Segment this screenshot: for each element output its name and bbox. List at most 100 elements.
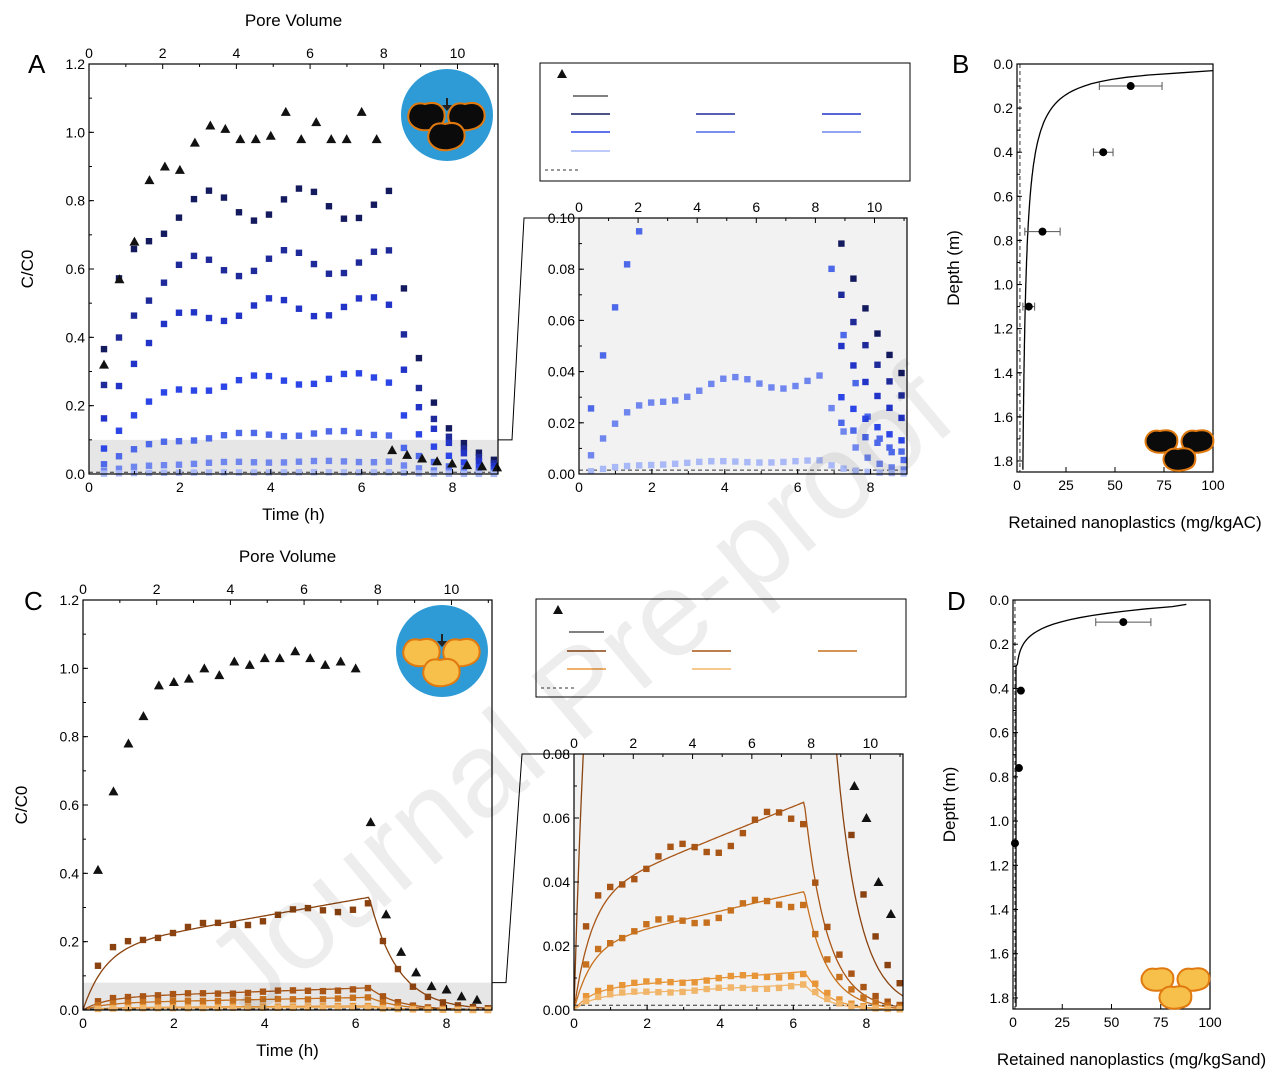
inset-point-C: [836, 996, 843, 1003]
data-point-A-1: [235, 209, 243, 216]
inset-point-A: [840, 331, 847, 339]
data-point-A-7: [325, 469, 333, 476]
inset-point-A: [816, 372, 823, 379]
inset-point-A: [720, 375, 727, 382]
Ai-xtick-label: 6: [794, 479, 802, 495]
data-point-A-4: [460, 459, 468, 466]
data-point-A-2: [100, 381, 108, 389]
inset-point-C: [739, 900, 747, 907]
inset-point-C: [872, 1005, 879, 1012]
inset-point-A: [852, 467, 859, 474]
inlet-point-C: [199, 663, 210, 673]
inset-inlet-point-C: [861, 813, 872, 822]
inlet-point-C: [441, 984, 452, 994]
data-point-A-4: [310, 380, 318, 388]
data-point-A-2: [460, 445, 468, 452]
A-ytick-label: 0.2: [66, 398, 86, 414]
data-point-A-4: [385, 379, 393, 386]
inset-point-C: [715, 974, 722, 982]
C-x2tick-label: 2: [153, 581, 161, 597]
inlet-point-A: [432, 456, 443, 466]
data-point-A-5: [415, 452, 423, 460]
inlet-point-C: [274, 653, 285, 663]
inset-point-A: [850, 405, 857, 413]
A-ytick-label: 1.0: [66, 124, 86, 140]
inset-point-A: [888, 448, 895, 456]
C-ylabel: C/C0: [12, 786, 31, 825]
data-point-C-5: [274, 1004, 282, 1012]
A-ytick-label: 1.2: [66, 56, 86, 72]
data-point-A-5: [220, 432, 228, 439]
data-point-C-2: [244, 989, 252, 997]
Ci-xtick-label: 2: [643, 1015, 651, 1031]
inset-point-A: [862, 341, 869, 349]
B-xtick-label: 25: [1058, 477, 1074, 493]
data-point-A-3: [160, 320, 168, 328]
data-point-A-3: [340, 303, 348, 311]
data-point-C-3: [139, 998, 147, 1006]
inset-point-C: [619, 989, 626, 996]
data-point-A-7: [310, 469, 318, 476]
inset-point-C: [691, 919, 698, 927]
inset-point-C: [631, 928, 638, 935]
Ai-x2tick-label: 0: [575, 199, 583, 215]
data-point-C-2: [304, 987, 312, 994]
data-point-C-3: [364, 994, 372, 1001]
data-point-A-4: [430, 443, 438, 450]
inset-point-C: [800, 820, 807, 828]
data-point-C-3: [379, 999, 387, 1006]
inset-A-circle: [401, 69, 493, 161]
inset-point-A: [864, 454, 871, 461]
inlet-point-C: [229, 656, 240, 666]
inset-point-C: [800, 981, 807, 988]
Ai-xtick-label: 4: [721, 479, 729, 495]
A-x2tick-label: 6: [306, 45, 314, 61]
inset-curve-C-5: [574, 983, 903, 1010]
C-xtick-label: 6: [352, 1015, 360, 1031]
data-point-A-5: [145, 440, 153, 448]
data-point-A-3: [145, 339, 153, 347]
inlet-point-A: [114, 274, 125, 284]
inset-point-C: [655, 988, 662, 996]
D-ytick-label: 1.2: [990, 857, 1010, 873]
Ai-x2tick-label: 6: [752, 199, 760, 215]
A-xlabel: Time (h): [262, 505, 325, 524]
inlet-point-C: [183, 673, 194, 683]
inset-point-A: [898, 437, 905, 444]
data-point-A-6: [355, 458, 363, 466]
data-point-C-3: [304, 996, 312, 1003]
data-point-A-1: [310, 188, 318, 196]
inset-point-C: [667, 843, 674, 851]
data-point-C-1: [184, 923, 192, 931]
data-point-C-3: [259, 996, 267, 1003]
inset-point-A: [744, 376, 751, 383]
inset-point-C: [848, 970, 855, 977]
inset-point-A: [804, 377, 811, 385]
Ai-xtick-label: 8: [867, 479, 875, 495]
B-ytick-label: 0.4: [994, 144, 1014, 160]
inlet-point-A: [477, 461, 488, 471]
inset-point-A: [684, 459, 691, 467]
data-point-C-1: [379, 937, 387, 945]
fit-curve-B: [1022, 69, 1214, 470]
inset-point-A: [828, 265, 835, 273]
data-point-C-5: [109, 1005, 117, 1012]
inlet-point-A: [174, 164, 185, 174]
data-point-A-4: [190, 387, 198, 394]
data-point-A-1: [100, 345, 108, 353]
data-point-C-5: [214, 1004, 222, 1012]
data-point-A-7: [220, 469, 228, 476]
D-xtick-label: 100: [1198, 1014, 1222, 1030]
data-point-C-2: [319, 987, 327, 995]
data-point-C-3: [244, 996, 252, 1004]
inset-point-C: [655, 853, 662, 860]
inset-point-A: [696, 387, 703, 394]
data-point-A-7: [250, 469, 258, 476]
C-xtick-label: 8: [443, 1015, 451, 1031]
fit-curve-D: [1015, 603, 1187, 1007]
inset-point-C: [727, 907, 735, 914]
data-point-A-6: [340, 458, 348, 465]
inlet-point-A: [129, 236, 140, 246]
data-point-A-2: [130, 312, 138, 319]
inlet-point-C: [138, 711, 149, 721]
